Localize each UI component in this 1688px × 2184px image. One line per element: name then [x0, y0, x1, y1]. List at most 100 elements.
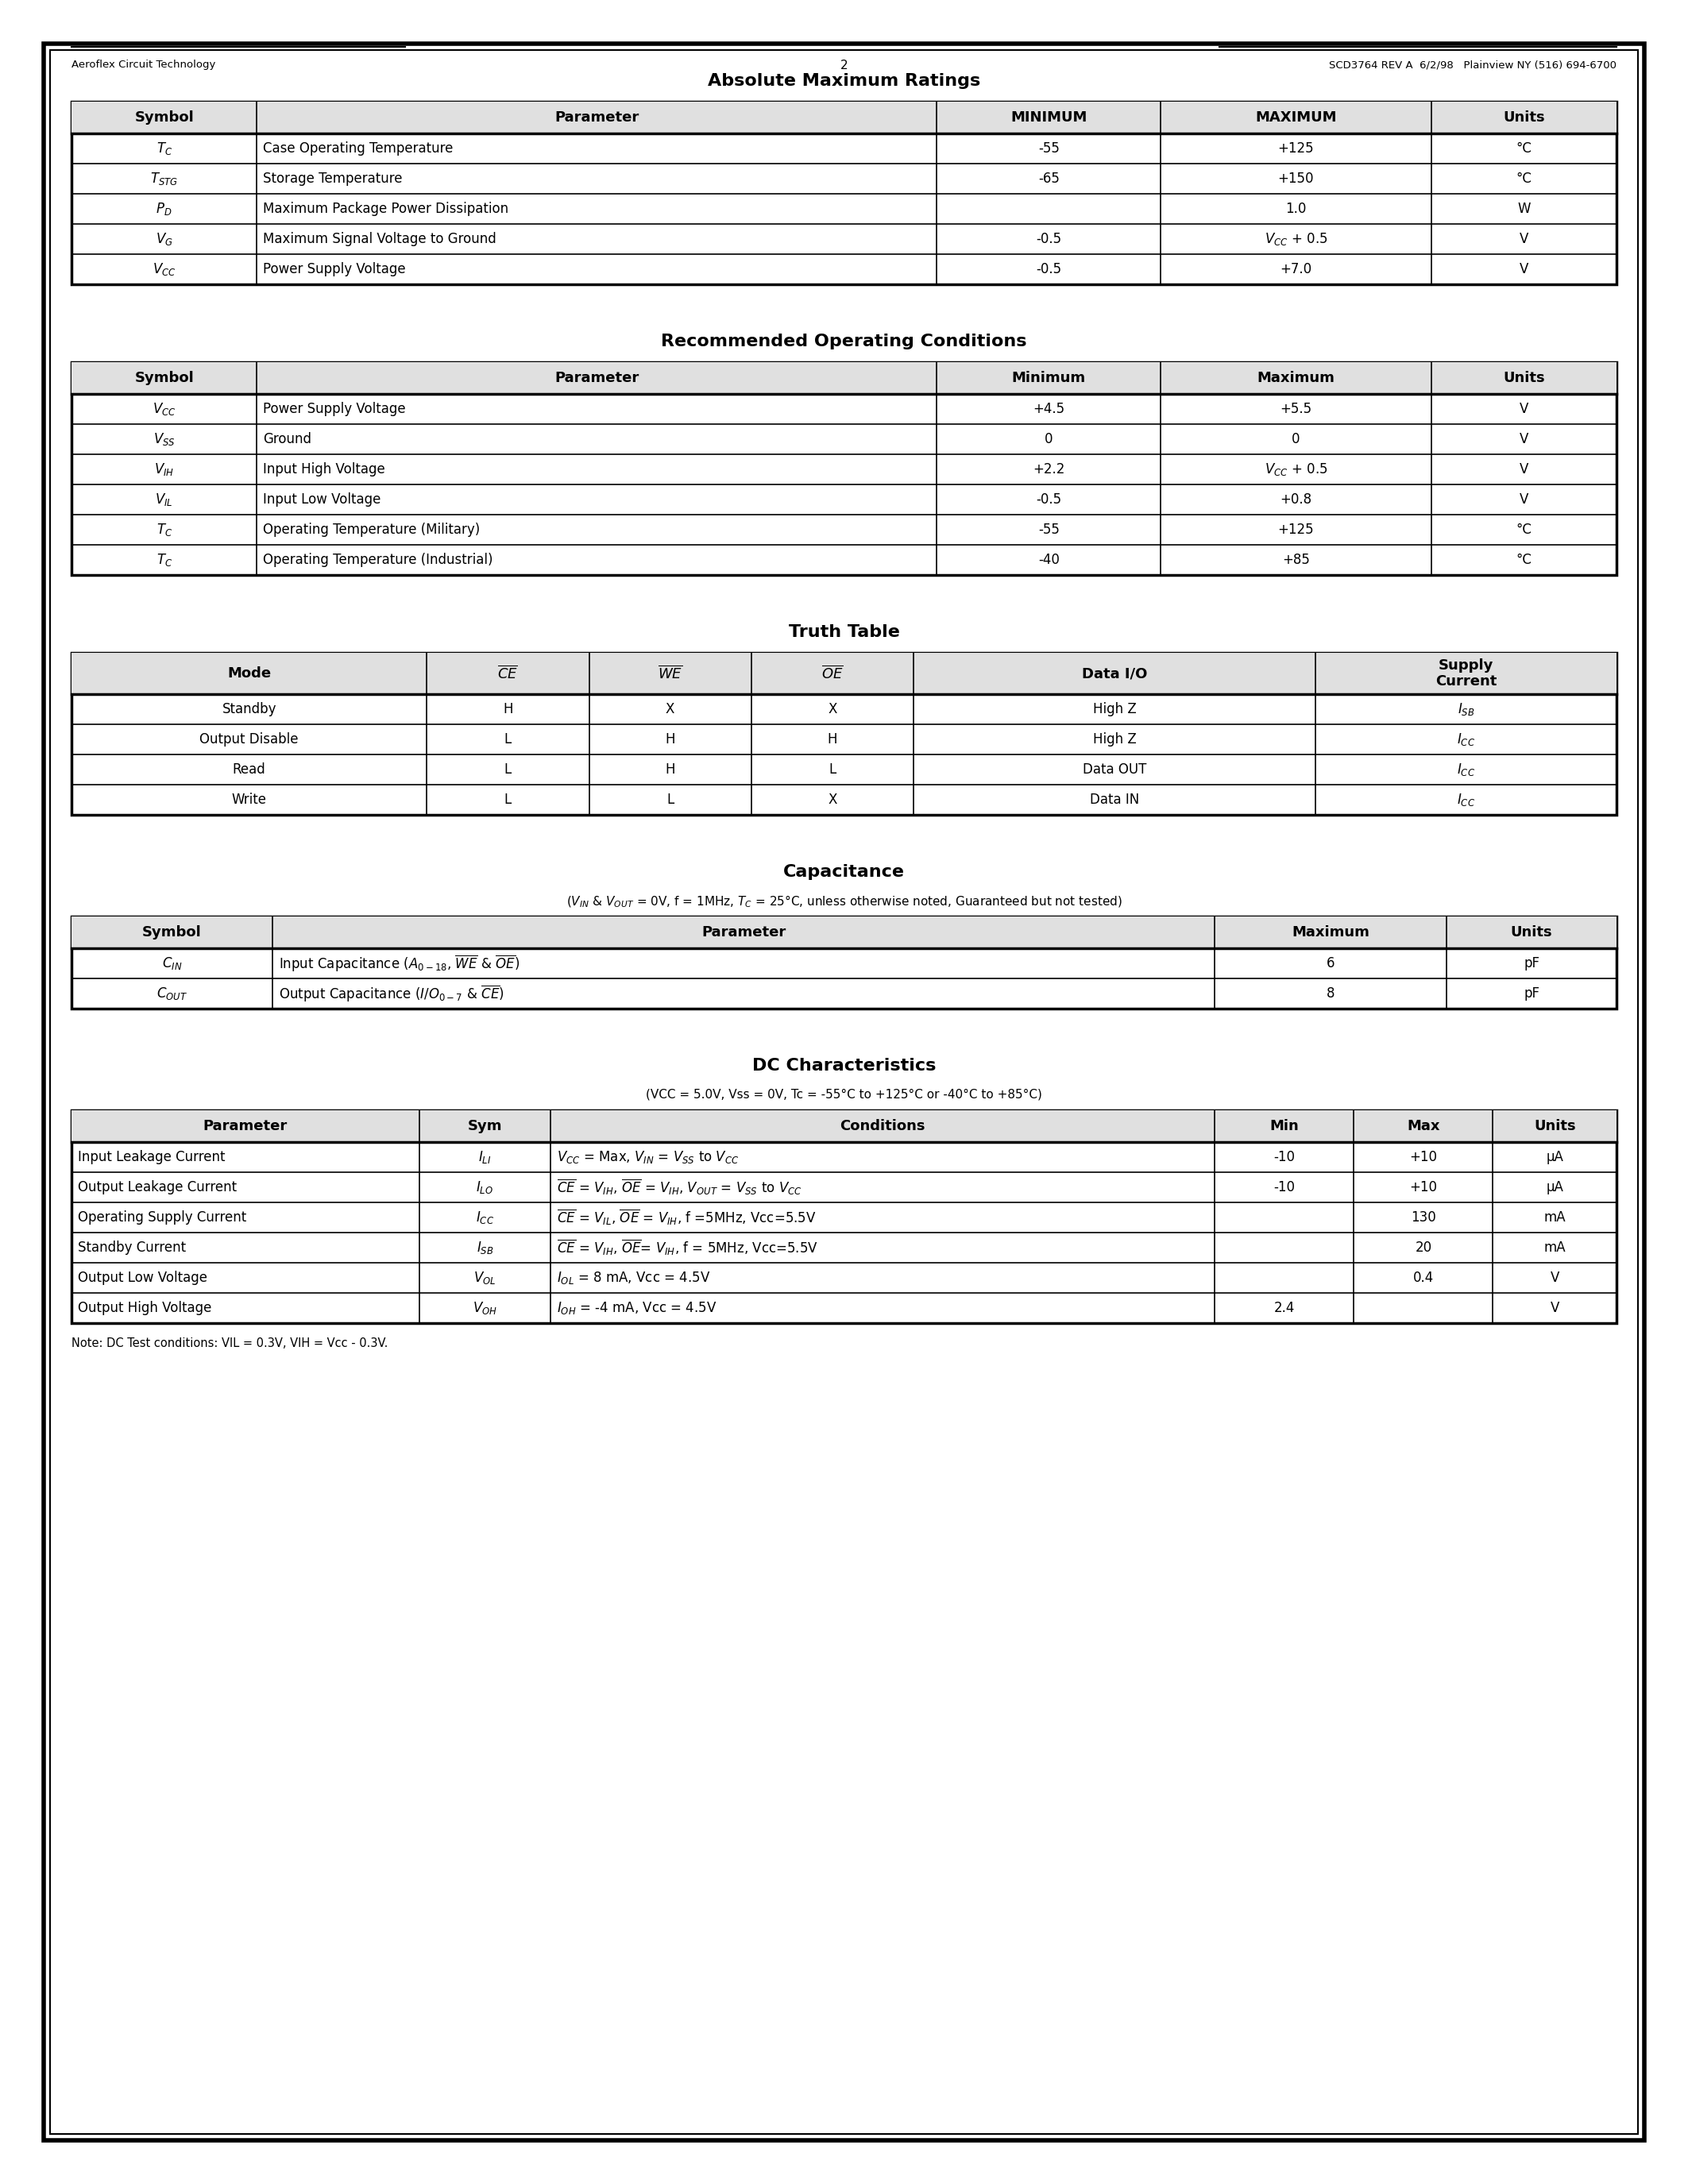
Text: -0.5: -0.5 [1036, 262, 1062, 277]
Text: Minimum: Minimum [1011, 371, 1085, 384]
Text: -10: -10 [1274, 1179, 1295, 1195]
Text: Power Supply Voltage: Power Supply Voltage [263, 262, 405, 277]
Text: °C: °C [1516, 142, 1531, 155]
Bar [71, 103, 1617, 284]
Text: H: H [665, 732, 675, 747]
Text: W: W [1518, 201, 1531, 216]
Text: $C_{IN}$: $C_{IN}$ [162, 954, 182, 972]
Text: L: L [829, 762, 836, 778]
Text: Note: DC Test conditions: VIL = 0.3V, VIH = Vcc - 0.3V.: Note: DC Test conditions: VIL = 0.3V, VI… [71, 1337, 388, 1350]
Text: Absolute Maximum Ratings: Absolute Maximum Ratings [707, 72, 981, 90]
Text: Units: Units [1511, 926, 1553, 939]
Text: 130: 130 [1411, 1210, 1436, 1225]
Text: $\overline{CE}$ = $V_{IH}$, $\overline{OE}$= $V_{IH}$, f = 5MHz, Vcc=5.5V: $\overline{CE}$ = $V_{IH}$, $\overline{O… [557, 1238, 819, 1258]
Text: V: V [1550, 1302, 1560, 1315]
Text: $\overline{WE}$: $\overline{WE}$ [658, 666, 682, 681]
Text: $I_{SB}$: $I_{SB}$ [1457, 701, 1474, 716]
Text: Max: Max [1406, 1118, 1440, 1133]
Text: H: H [665, 762, 675, 778]
Text: +5.5: +5.5 [1280, 402, 1312, 417]
Text: Aeroflex Circuit Technology: Aeroflex Circuit Technology [71, 59, 216, 70]
Text: °C: °C [1516, 553, 1531, 568]
Text: mA: mA [1545, 1241, 1566, 1256]
Text: L: L [505, 793, 511, 806]
Text: Write: Write [231, 793, 267, 806]
Text: Symbol: Symbol [135, 371, 194, 384]
Text: Input High Voltage: Input High Voltage [263, 463, 385, 476]
Text: Parameter: Parameter [555, 111, 640, 124]
Text: $V_{SS}$: $V_{SS}$ [154, 430, 176, 448]
Text: Units: Units [1502, 371, 1545, 384]
Text: +2.2: +2.2 [1033, 463, 1065, 476]
Text: $V_{OL}$: $V_{OL}$ [474, 1269, 496, 1286]
Text: Capacitance: Capacitance [783, 865, 905, 880]
Bar [71, 653, 1617, 695]
Text: 1.0: 1.0 [1286, 201, 1307, 216]
Text: Output Low Voltage: Output Low Voltage [78, 1271, 208, 1284]
Text: Parameter: Parameter [702, 926, 787, 939]
Text: Maximum Package Power Dissipation: Maximum Package Power Dissipation [263, 201, 508, 216]
Text: -0.5: -0.5 [1036, 232, 1062, 247]
Bar [71, 1109, 1617, 1142]
Text: 20: 20 [1415, 1241, 1431, 1256]
Text: Data OUT: Data OUT [1082, 762, 1146, 778]
Text: Units: Units [1502, 111, 1545, 124]
Text: $V_{CC}$: $V_{CC}$ [152, 402, 176, 417]
Text: -55: -55 [1038, 142, 1060, 155]
Text: Output Leakage Current: Output Leakage Current [78, 1179, 236, 1195]
Text: mA: mA [1545, 1210, 1566, 1225]
Bar [71, 103, 1617, 133]
Text: °C: °C [1516, 173, 1531, 186]
Text: pF: pF [1524, 987, 1539, 1000]
Text: $V_{CC}$ = Max, $V_{IN}$ = $V_{SS}$ to $V_{CC}$: $V_{CC}$ = Max, $V_{IN}$ = $V_{SS}$ to $… [557, 1149, 739, 1164]
Text: L: L [667, 793, 674, 806]
Text: V: V [1550, 1271, 1560, 1284]
Text: Parameter: Parameter [555, 371, 640, 384]
Text: $I_{LO}$: $I_{LO}$ [476, 1179, 493, 1195]
Text: -40: -40 [1038, 553, 1060, 568]
Text: Power Supply Voltage: Power Supply Voltage [263, 402, 405, 417]
Text: +85: +85 [1283, 553, 1310, 568]
Text: Standby: Standby [221, 701, 277, 716]
Text: 0: 0 [1045, 432, 1053, 446]
Text: -0.5: -0.5 [1036, 491, 1062, 507]
Text: MINIMUM: MINIMUM [1011, 111, 1087, 124]
Text: ($V_{IN}$ & $V_{OUT}$ = 0V, f = 1MHz, $T_C$ = 25°C, unless otherwise noted, Guar: ($V_{IN}$ & $V_{OUT}$ = 0V, f = 1MHz, $T… [565, 893, 1123, 911]
Text: 0.4: 0.4 [1413, 1271, 1433, 1284]
Text: 0: 0 [1291, 432, 1300, 446]
Bar [71, 363, 1617, 393]
Text: $I_{OH}$ = -4 mA, Vcc = 4.5V: $I_{OH}$ = -4 mA, Vcc = 4.5V [557, 1299, 717, 1317]
Text: $I_{CC}$: $I_{CC}$ [476, 1210, 495, 1225]
Text: +0.8: +0.8 [1280, 491, 1312, 507]
Text: $T_C$: $T_C$ [157, 140, 172, 157]
Text: $\overline{CE}$: $\overline{CE}$ [498, 666, 518, 681]
Bar [71, 653, 1617, 815]
Text: Case Operating Temperature: Case Operating Temperature [263, 142, 454, 155]
Text: $V_{CC}$: $V_{CC}$ [152, 262, 176, 277]
Text: µA: µA [1546, 1179, 1563, 1195]
Text: $\overline{OE}$: $\overline{OE}$ [822, 666, 844, 681]
Text: °C: °C [1516, 522, 1531, 537]
Text: Symbol: Symbol [135, 111, 194, 124]
Text: X: X [827, 793, 837, 806]
Text: $V_{IH}$: $V_{IH}$ [154, 461, 174, 478]
Text: V: V [1519, 402, 1528, 417]
Text: V: V [1519, 491, 1528, 507]
Text: Storage Temperature: Storage Temperature [263, 173, 403, 186]
Text: Sym: Sym [468, 1118, 501, 1133]
Bar [71, 1109, 1617, 1324]
Text: V: V [1519, 262, 1528, 277]
Text: Ground: Ground [263, 432, 312, 446]
Text: +4.5: +4.5 [1033, 402, 1065, 417]
Text: MAXIMUM: MAXIMUM [1256, 111, 1337, 124]
Text: Operating Temperature (Industrial): Operating Temperature (Industrial) [263, 553, 493, 568]
Text: $I_{SB}$: $I_{SB}$ [476, 1241, 493, 1256]
Text: 8: 8 [1327, 987, 1335, 1000]
Text: $I_{LI}$: $I_{LI}$ [478, 1149, 491, 1164]
Text: L: L [505, 762, 511, 778]
Text: (VCC = 5.0V, Vss = 0V, Tc = -55°C to +125°C or -40°C to +85°C): (VCC = 5.0V, Vss = 0V, Tc = -55°C to +12… [647, 1088, 1041, 1101]
Text: V: V [1519, 463, 1528, 476]
Text: µA: µA [1546, 1151, 1563, 1164]
Text: $T_{STG}$: $T_{STG}$ [150, 170, 179, 186]
Text: Data IN: Data IN [1090, 793, 1139, 806]
